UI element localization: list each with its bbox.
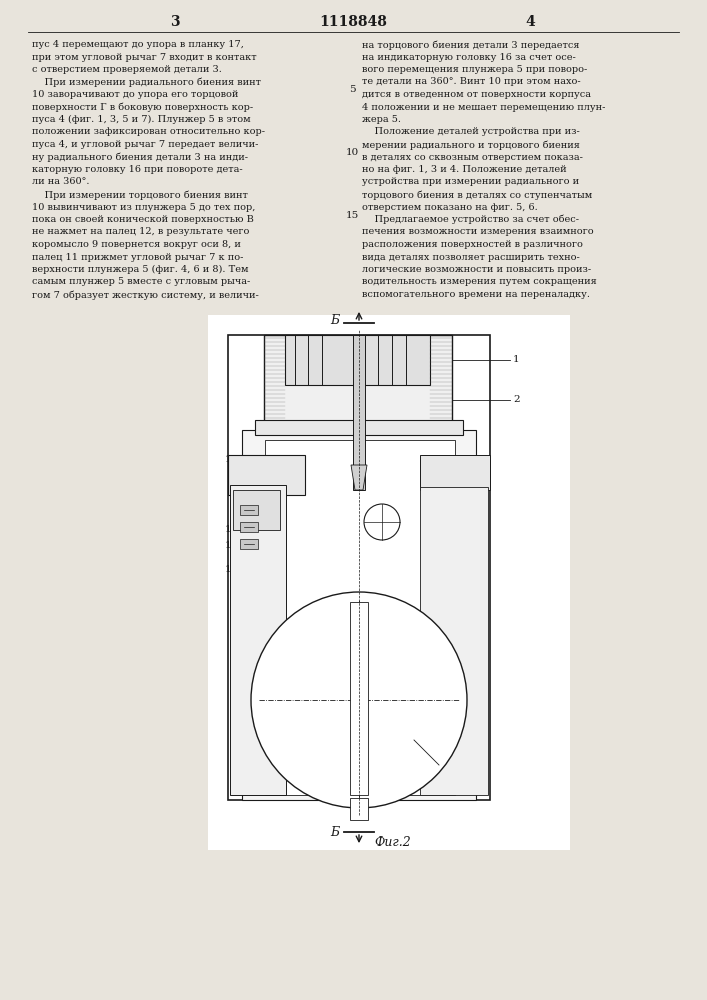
Text: Б: Б [330,826,339,838]
Bar [228,455,305,495]
Text: на индикаторную головку 16 за счет осе-: на индикаторную головку 16 за счет осе- [362,52,575,62]
Text: вого перемещения плунжера 5 при поворо-: вого перемещения плунжера 5 при поворо- [362,65,588,74]
Text: коромысло 9 повернется вокруг оси 8, и: коромысло 9 повернется вокруг оси 8, и [32,240,241,249]
Text: 10: 10 [346,148,358,157]
Text: 16: 16 [441,760,455,770]
Text: мерении радиального и торцового биения: мерении радиального и торцового биения [362,140,580,149]
Text: пуса 4, и угловой рычаг 7 передает величи-: пуса 4, и угловой рычаг 7 передает велич… [32,140,258,149]
Text: 15: 15 [346,211,358,220]
Text: 4 положении и не мешает перемещению плун-: 4 положении и не мешает перемещению плун… [362,103,605,111]
Text: 3: 3 [170,15,180,29]
Text: 18: 18 [387,466,400,475]
Text: 9: 9 [258,510,264,520]
Bar [240,522,258,532]
Text: печения возможности измерения взаимного: печения возможности измерения взаимного [362,228,594,236]
Text: расположения поверхностей в различного: расположения поверхностей в различного [362,240,583,249]
Text: 5: 5 [349,86,356,95]
Text: логические возможности и повысить произ-: логические возможности и повысить произ- [362,265,591,274]
Text: но на фиг. 1, 3 и 4. Положение деталей: но на фиг. 1, 3 и 4. Положение деталей [362,165,566,174]
Text: 4: 4 [525,15,535,29]
Text: пока он своей конической поверхностью В: пока он своей конической поверхностью В [32,215,254,224]
Polygon shape [351,465,367,490]
Text: ли на 360°.: ли на 360°. [32,178,90,186]
Text: водительность измерения путем сокращения: водительность измерения путем сокращения [362,277,597,286]
Bar [285,335,430,385]
Bar [230,485,286,795]
Text: 2: 2 [513,395,520,404]
Bar [233,490,280,530]
Text: При измерении торцового биения винт: При измерении торцового биения винт [32,190,248,200]
Bar [350,602,368,795]
Text: Предлагаемое устройство за счет обес-: Предлагаемое устройство за счет обес- [362,215,579,225]
Text: положении зафиксирован относительно кор-: положении зафиксирован относительно кор- [32,127,265,136]
Text: Б: Б [330,314,339,328]
Bar [353,335,365,490]
Text: вспомогательного времени на переналадку.: вспомогательного времени на переналадку. [362,290,590,299]
Text: поверхности Г в боковую поверхность кор-: поверхности Г в боковую поверхность кор- [32,103,253,112]
Text: 12: 12 [225,526,238,534]
Bar [228,335,490,800]
Text: жера 5.: жера 5. [362,115,401,124]
Bar [264,335,452,430]
Circle shape [364,504,400,540]
Text: каторную головку 16 при повороте дета-: каторную головку 16 при повороте дета- [32,165,243,174]
Text: 5: 5 [334,466,341,475]
Text: на торцового биения детали 3 передается: на торцового биения детали 3 передается [362,40,580,49]
Bar [208,315,570,850]
Text: верхности плунжера 5 (фиг. 4, 6 и 8). Тем: верхности плунжера 5 (фиг. 4, 6 и 8). Те… [32,265,248,274]
Text: не нажмет на палец 12, в результате чего: не нажмет на палец 12, в результате чего [32,228,250,236]
Bar [240,539,258,549]
Text: Фиг.2: Фиг.2 [374,836,411,850]
Circle shape [251,592,467,808]
Text: при этом угловой рычаг 7 входит в контакт: при этом угловой рычаг 7 входит в контак… [32,52,257,62]
Text: вида деталях позволяет расширить техно-: вида деталях позволяет расширить техно- [362,252,580,261]
Text: пуса 4 (фиг. 1, 3, 5 и 7). Плунжер 5 в этом: пуса 4 (фиг. 1, 3, 5 и 7). Плунжер 5 в э… [32,115,250,124]
Bar [420,455,490,490]
Text: 7: 7 [414,474,421,483]
Text: гом 7 образует жесткую систему, и величи-: гом 7 образует жесткую систему, и величи… [32,290,259,300]
Text: устройства при измерении радиального и: устройства при измерении радиального и [362,178,579,186]
Text: 10: 10 [225,542,238,550]
Text: палец 11 прижмет угловой рычаг 7 к по-: палец 11 прижмет угловой рычаг 7 к по- [32,252,243,261]
Text: те детали на 360°. Винт 10 при этом нахо-: те детали на 360°. Винт 10 при этом нахо… [362,78,580,87]
Text: 10 вывинчивают из плунжера 5 до тех пор,: 10 вывинчивают из плунжера 5 до тех пор, [32,202,255,212]
Text: отверстием показано на фиг. 5, 6.: отверстием показано на фиг. 5, 6. [362,202,538,212]
Bar [242,430,476,800]
Bar [265,440,455,795]
Bar [240,505,258,515]
Text: 4: 4 [231,495,238,504]
Text: 11: 11 [225,456,238,464]
Bar [420,487,488,795]
Bar [350,798,368,820]
Text: 1: 1 [513,356,520,364]
Text: 13: 13 [225,566,238,574]
Text: Положение деталей устройства при из-: Положение деталей устройства при из- [362,127,580,136]
Text: При измерении радиального биения винт: При измерении радиального биения винт [32,78,261,87]
Text: торцового биения в деталях со ступенчатым: торцового биения в деталях со ступенчаты… [362,190,592,200]
Text: самым плунжер 5 вместе с угловым рыча-: самым плунжер 5 вместе с угловым рыча- [32,277,250,286]
Text: дится в отведенном от поверхности корпуса: дится в отведенном от поверхности корпус… [362,90,591,99]
Bar [255,420,463,435]
Text: пус 4 перемещают до упора в планку 17,: пус 4 перемещают до упора в планку 17, [32,40,244,49]
Text: 10 заворачивают до упора его торцовой: 10 заворачивают до упора его торцовой [32,90,238,99]
Text: с отверстием проверяемой детали 3.: с отверстием проверяемой детали 3. [32,65,222,74]
Text: 1118848: 1118848 [319,15,387,29]
Text: в деталях со сквозным отверстием показа-: в деталях со сквозным отверстием показа- [362,152,583,161]
Text: ну радиального биения детали 3 на инди-: ну радиального биения детали 3 на инди- [32,152,248,162]
